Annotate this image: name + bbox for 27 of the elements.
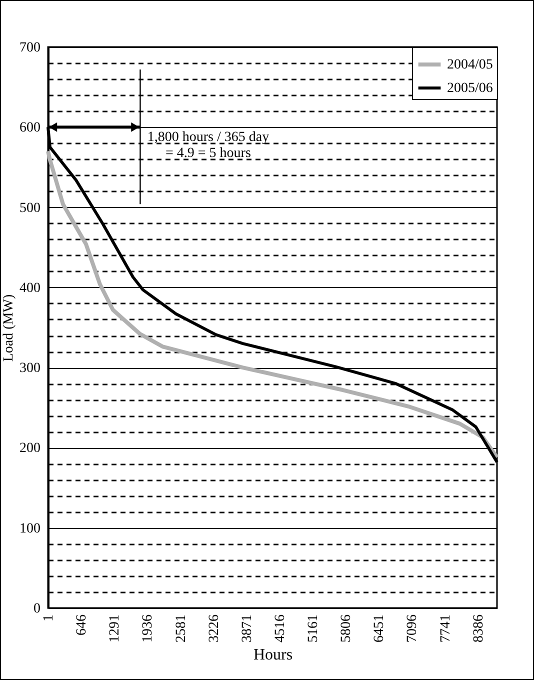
x-tick-label: 3226 — [206, 614, 222, 642]
y-tick-label: 200 — [20, 441, 40, 456]
x-tick-label: 1936 — [140, 614, 156, 642]
y-tick-label: 400 — [20, 280, 40, 296]
legend-label: 2005/06 — [447, 81, 493, 96]
annotation: 1,800 hours / 365 day = 4.9 = 5 hours — [147, 130, 270, 162]
y-tick-label: 500 — [20, 200, 40, 216]
x-tick-label: 1 — [42, 614, 56, 622]
x-tick-label: 1291 — [108, 614, 123, 642]
x-tick-label: 5161 — [306, 614, 322, 642]
x-tick-label: 2581 — [174, 614, 189, 642]
x-tick-label: 646 — [74, 614, 90, 636]
x-tick-label: 6451 — [372, 614, 388, 642]
x-tick-label: 4516 — [272, 614, 288, 642]
y-tick-label: 0 — [34, 602, 40, 616]
y-tick-label: 300 — [20, 361, 40, 376]
x-tick-label: 7096 — [405, 614, 420, 642]
x-axis-title: Hours — [253, 646, 293, 664]
x-tick-label: 7741 — [438, 614, 454, 642]
y-tick-label: 100 — [20, 521, 40, 536]
x-tick-label: 5806 — [339, 614, 354, 642]
x-tick-label: 3871 — [240, 614, 255, 642]
y-tick-label: 600 — [20, 120, 40, 136]
x-tick-label: 8386 — [471, 614, 486, 642]
y-tick-label: 700 — [20, 40, 40, 56]
y-axis-title: Load (MW) — [2, 294, 16, 362]
legend-label: 2004/05 — [447, 58, 493, 72]
